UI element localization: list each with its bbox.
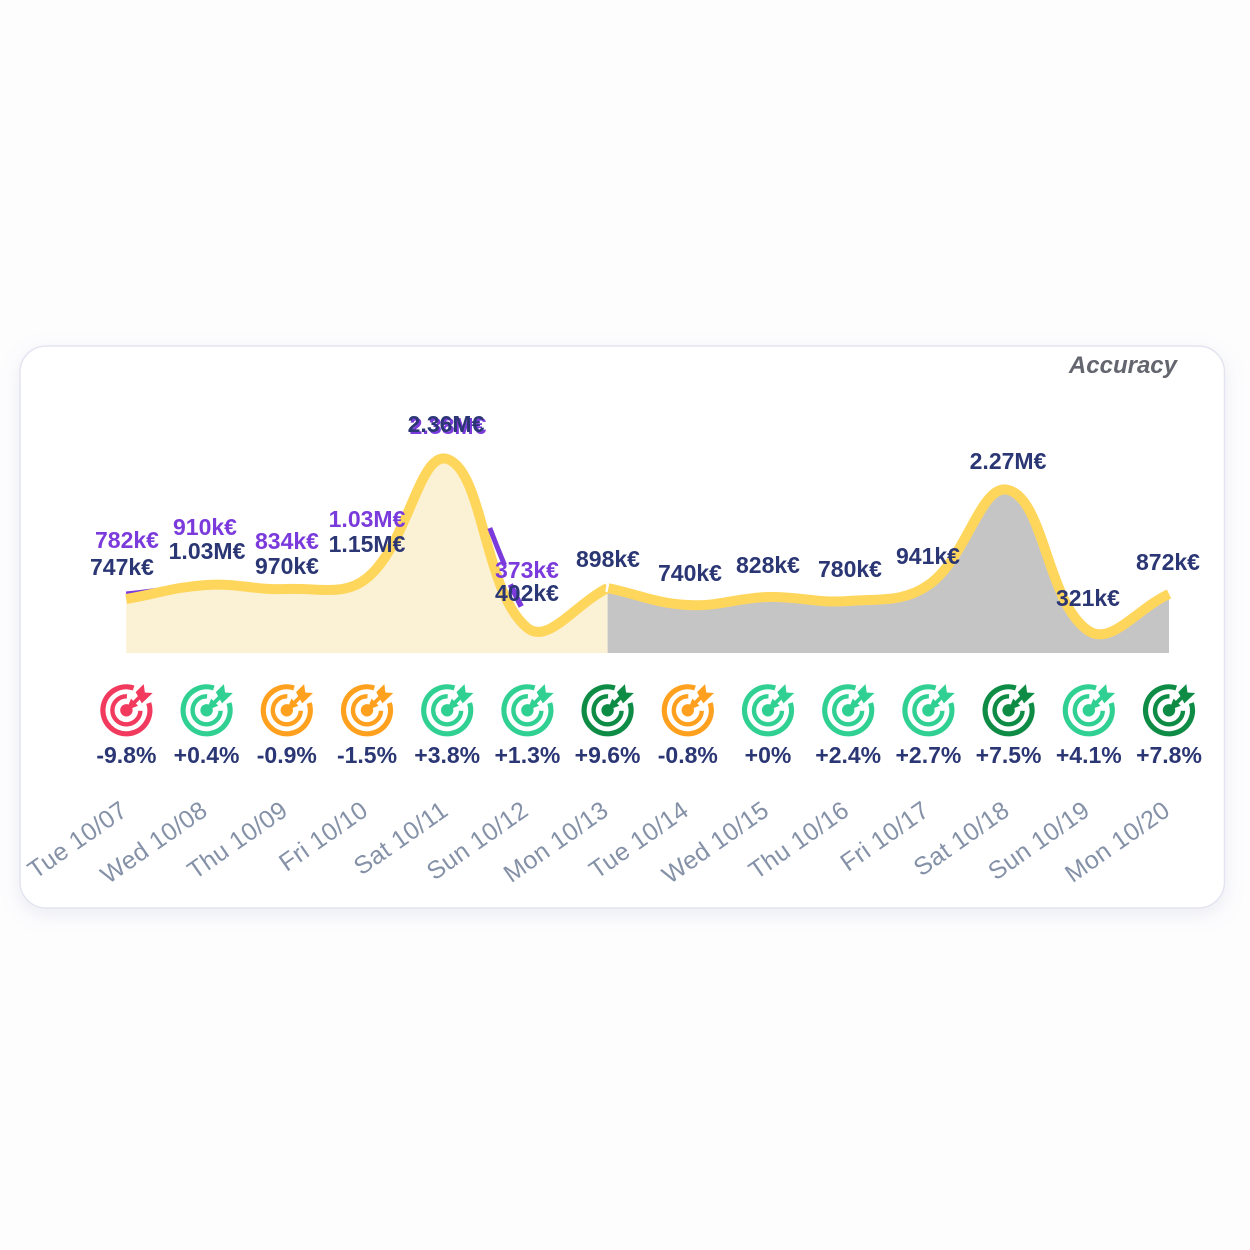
svg-text:+1.3%: +1.3%	[494, 742, 560, 768]
svg-text:321k€: 321k€	[1056, 585, 1120, 611]
svg-text:872k€: 872k€	[1136, 549, 1200, 575]
svg-text:910k€: 910k€	[173, 514, 237, 540]
svg-text:2.38M€: 2.38M€	[410, 413, 487, 439]
svg-text:1.15M€: 1.15M€	[329, 531, 406, 557]
svg-text:780k€: 780k€	[818, 556, 882, 582]
svg-text:+4.1%: +4.1%	[1056, 742, 1122, 768]
svg-text:402k€: 402k€	[495, 580, 559, 606]
svg-text:-9.8%: -9.8%	[96, 742, 156, 768]
svg-text:941k€: 941k€	[896, 543, 960, 569]
svg-text:+2.4%: +2.4%	[815, 742, 881, 768]
svg-text:+2.7%: +2.7%	[895, 742, 961, 768]
svg-text:+7.8%: +7.8%	[1136, 742, 1202, 768]
svg-text:2.36M€: 2.36M€	[408, 411, 485, 437]
svg-text:+7.5%: +7.5%	[976, 742, 1042, 768]
svg-text:828k€: 828k€	[736, 552, 800, 578]
svg-text:-1.5%: -1.5%	[337, 742, 397, 768]
svg-text:2.27M€: 2.27M€	[970, 448, 1047, 474]
svg-text:+0.4%: +0.4%	[174, 742, 240, 768]
svg-text:1.03M€: 1.03M€	[169, 538, 246, 564]
svg-text:+9.6%: +9.6%	[575, 742, 641, 768]
svg-text:-0.8%: -0.8%	[658, 742, 718, 768]
svg-text:Accuracy: Accuracy	[1068, 352, 1179, 379]
svg-text:834k€: 834k€	[255, 528, 319, 554]
svg-text:740k€: 740k€	[658, 560, 722, 586]
svg-text:970k€: 970k€	[255, 553, 319, 579]
svg-text:-0.9%: -0.9%	[257, 742, 317, 768]
svg-text:373k€: 373k€	[495, 557, 559, 583]
svg-text:1.03M€: 1.03M€	[329, 506, 406, 532]
svg-text:+3.8%: +3.8%	[414, 742, 480, 768]
svg-text:747k€: 747k€	[90, 554, 154, 580]
svg-text:782k€: 782k€	[95, 527, 159, 553]
svg-text:898k€: 898k€	[576, 546, 640, 572]
svg-text:+0%: +0%	[745, 742, 792, 768]
